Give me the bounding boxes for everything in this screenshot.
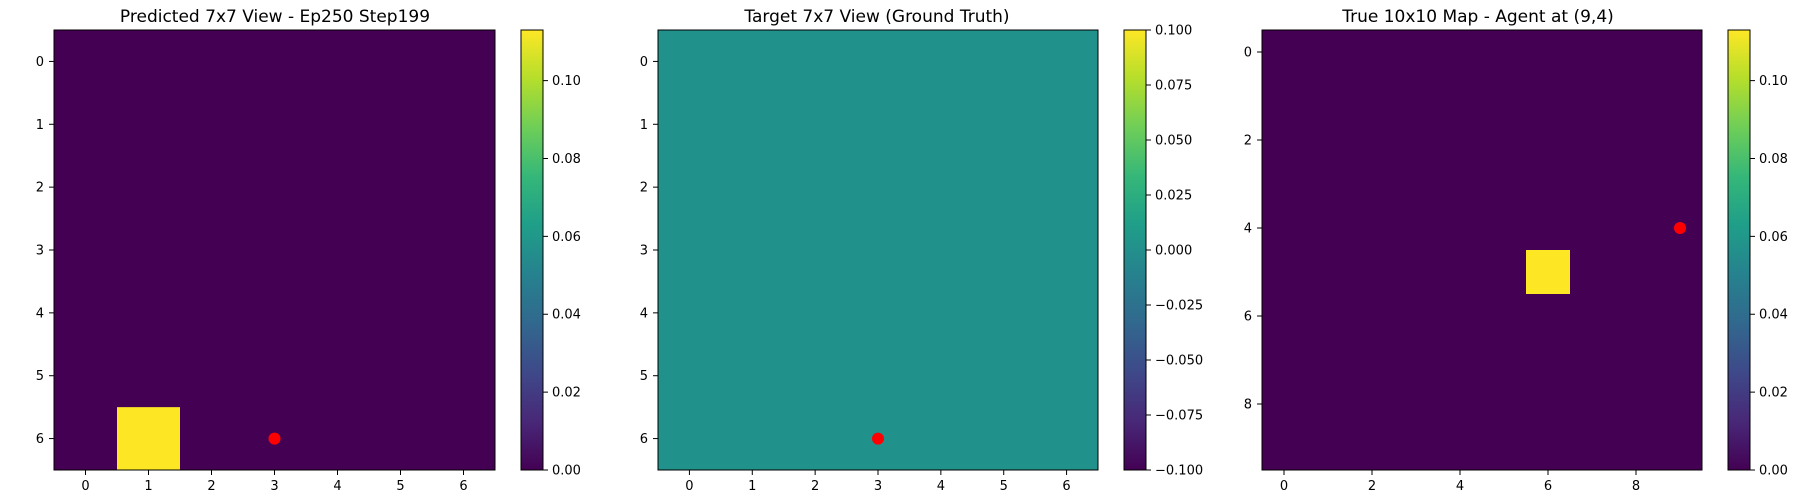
x-tick-label: 4 bbox=[937, 479, 945, 494]
x-tick-label: 6 bbox=[1062, 479, 1070, 494]
colorbar-tick-label: 0.025 bbox=[1155, 189, 1192, 204]
axes-frame bbox=[1261, 29, 1703, 471]
y-tick-label: 3 bbox=[36, 244, 44, 259]
colorbar bbox=[1728, 30, 1750, 470]
colorbar-tick-label: 0.050 bbox=[1155, 134, 1192, 149]
colorbar bbox=[521, 30, 543, 470]
x-tick-label: 8 bbox=[1632, 479, 1640, 494]
y-tick-label: 6 bbox=[640, 432, 648, 447]
y-tick-label: 0 bbox=[36, 55, 44, 70]
heatmap-cell bbox=[1526, 250, 1570, 294]
y-tick-label: 4 bbox=[1244, 222, 1252, 237]
colorbar-tick-label: −0.075 bbox=[1155, 409, 1203, 424]
x-tick-label: 0 bbox=[685, 479, 693, 494]
y-tick-label: 3 bbox=[640, 244, 648, 259]
y-tick-label: 0 bbox=[1244, 46, 1252, 61]
y-tick-label: 1 bbox=[640, 118, 648, 133]
x-tick-label: 3 bbox=[270, 479, 278, 494]
agent-marker bbox=[268, 432, 281, 445]
colorbar-frame bbox=[1727, 29, 1751, 471]
y-tick-label: 6 bbox=[1244, 310, 1252, 325]
predicted-view-panel: Predicted 7x7 View - Ep250 Step199 0 1 2 3 4… bbox=[36, 7, 581, 494]
panel-title: Target 7x7 View (Ground Truth) bbox=[743, 7, 1009, 27]
panel-title: True 10x10 Map - Agent at (9,4) bbox=[1341, 7, 1614, 27]
agent-marker bbox=[1674, 222, 1686, 234]
y-tick-label: 2 bbox=[640, 181, 648, 196]
colorbar-tick-label: 0.000 bbox=[1155, 244, 1192, 259]
y-tick-label: 5 bbox=[36, 369, 44, 384]
x-tick-label: 4 bbox=[333, 479, 341, 494]
x-tick-label: 3 bbox=[874, 479, 882, 494]
heatmap-background bbox=[1262, 30, 1702, 470]
panel-title: Predicted 7x7 View - Ep250 Step199 bbox=[120, 7, 430, 27]
x-tick-label: 1 bbox=[748, 479, 756, 494]
colorbar-frame bbox=[520, 29, 544, 471]
colorbar-tick-label: −0.025 bbox=[1155, 299, 1203, 314]
y-tick-label: 6 bbox=[36, 432, 44, 447]
colorbar-tick-label: 0.04 bbox=[1759, 308, 1788, 323]
y-tick-label: 8 bbox=[1244, 398, 1252, 413]
colorbar-tick-label: 0.100 bbox=[1155, 24, 1192, 39]
colorbar-tick-label: 0.075 bbox=[1155, 79, 1192, 94]
colorbar-tick-label: 0.10 bbox=[552, 74, 581, 89]
colorbar-tick-label: −0.050 bbox=[1155, 354, 1203, 369]
colorbar-tick-label: 0.04 bbox=[552, 308, 581, 323]
y-tick-label: 4 bbox=[640, 306, 648, 321]
heatmap-background bbox=[54, 30, 495, 470]
y-tick-label: 4 bbox=[36, 306, 44, 321]
x-tick-label: 5 bbox=[396, 479, 404, 494]
colorbar-tick-label: 0.02 bbox=[552, 386, 581, 401]
colorbar bbox=[1124, 30, 1146, 470]
colorbar-tick-label: −0.100 bbox=[1155, 464, 1203, 479]
colorbar-tick-label: 0.02 bbox=[1759, 386, 1788, 401]
y-tick-label: 0 bbox=[640, 55, 648, 70]
y-tick-label: 2 bbox=[36, 181, 44, 196]
x-tick-label: 2 bbox=[811, 479, 819, 494]
colorbar-tick-label: 0.06 bbox=[552, 230, 581, 245]
x-tick-label: 6 bbox=[459, 479, 467, 494]
x-tick-label: 6 bbox=[1544, 479, 1552, 494]
x-tick-label: 2 bbox=[1368, 479, 1376, 494]
y-tick-label: 5 bbox=[640, 369, 648, 384]
x-tick-label: 0 bbox=[1280, 479, 1288, 494]
colorbar-tick-label: 0.06 bbox=[1759, 230, 1788, 245]
x-tick-label: 5 bbox=[1000, 479, 1008, 494]
y-tick-label: 2 bbox=[1244, 134, 1252, 149]
heatmap-background bbox=[658, 30, 1098, 470]
x-tick-label: 1 bbox=[144, 479, 152, 494]
true-map-panel: True 10x10 Map - Agent at (9,4) 0 2 4 6 8 0 2 4… bbox=[1244, 7, 1788, 494]
colorbar-tick-label: 0.08 bbox=[1759, 152, 1788, 167]
agent-marker bbox=[872, 432, 884, 445]
target-view-panel: Target 7x7 View (Ground Truth) 0 1 2 3 4 5 6 0 1… bbox=[640, 7, 1203, 494]
colorbar-tick-label: 0.00 bbox=[1759, 464, 1788, 479]
colorbar-tick-label: 0.00 bbox=[552, 464, 581, 479]
heatmap-cell bbox=[117, 407, 180, 470]
x-tick-label: 2 bbox=[207, 479, 215, 494]
x-tick-label: 4 bbox=[1456, 479, 1464, 494]
y-tick-label: 1 bbox=[36, 118, 44, 133]
colorbar-tick-label: 0.10 bbox=[1759, 74, 1788, 89]
colorbar-tick-label: 0.08 bbox=[552, 152, 581, 167]
x-tick-label: 0 bbox=[81, 479, 89, 494]
